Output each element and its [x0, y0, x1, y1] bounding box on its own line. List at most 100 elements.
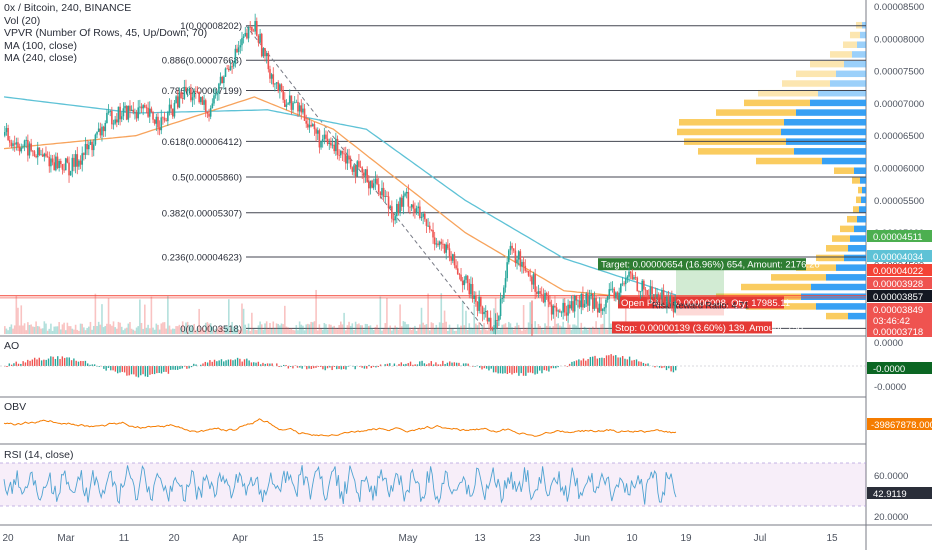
candle-body: [195, 90, 197, 92]
volume-bar: [456, 324, 459, 334]
ao-bar: [47, 358, 50, 366]
ao-bar: [444, 364, 446, 366]
vpvr-up-bar: [784, 119, 866, 126]
candle-body: [55, 156, 57, 171]
ma240-indicator-label[interactable]: MA (240, close): [4, 52, 77, 64]
volume-bar: [66, 322, 69, 334]
fib-level-label: 0.786(0.00007199): [162, 86, 242, 97]
candle-body: [414, 208, 416, 213]
volume-bar: [155, 323, 158, 334]
ao-bar: [647, 363, 649, 366]
volume-bar: [582, 330, 584, 334]
ao-bar: [368, 364, 370, 366]
candle-body: [4, 132, 6, 136]
volume-bar: [506, 327, 508, 334]
ao-bar: [153, 366, 156, 375]
ao-bar: [631, 360, 633, 366]
ao-pane-label[interactable]: AO: [4, 340, 20, 352]
volume-bar: [509, 323, 512, 334]
ao-bar: [172, 366, 174, 370]
fib-retracement: 1(0.00008202) 0.886(0.00007668) 0.786(0.00…: [162, 21, 866, 335]
vpvr-up-bar: [794, 148, 866, 155]
volume-bar: [265, 321, 268, 334]
volume-bar: [374, 326, 377, 334]
ao-bar: [594, 355, 596, 366]
candle-body: [582, 293, 584, 308]
ao-bar: [283, 364, 285, 366]
symbol-title[interactable]: 0x / Bitcoin, 240, BINANCE: [4, 2, 132, 14]
candle-body: [402, 195, 405, 207]
ao-bar: [301, 366, 303, 369]
volume-bar: [433, 328, 436, 334]
volume-bars: [4, 289, 678, 334]
candle-body: [318, 130, 321, 148]
volume-bar: [229, 328, 232, 334]
candle-body: [600, 303, 602, 311]
candle-body: [244, 32, 247, 37]
rsi-pane-label[interactable]: RSI (14, close): [4, 449, 74, 461]
candle-body: [190, 89, 192, 101]
candle-body: [120, 116, 123, 120]
volume-bar: [568, 324, 571, 334]
ao-bar: [527, 366, 529, 373]
candle-body: [219, 76, 222, 84]
volume-bar: [519, 329, 522, 334]
volume-bar: [285, 326, 288, 334]
volume-bar: [241, 303, 243, 334]
volume-bar: [140, 322, 143, 334]
ma100-indicator-label[interactable]: MA (100, close): [4, 39, 77, 52]
ao-bar: [453, 362, 456, 366]
ao-bar: [84, 360, 87, 366]
volume-bar: [534, 321, 536, 334]
vpvr-down-bar: [679, 119, 784, 126]
vpvr-up-bar: [854, 225, 866, 233]
candle-body: [257, 35, 260, 43]
volume-bar: [35, 321, 37, 334]
obv-pane-label[interactable]: OBV: [4, 401, 27, 413]
volume-bar: [524, 329, 527, 334]
ao-bar: [605, 355, 608, 366]
ao-bar: [8, 363, 11, 366]
vpvr-indicator-label[interactable]: VPVR (Number Of Rows, 45, Up/Down, 70): [4, 27, 208, 39]
price-axis-label: 0.00007000: [874, 99, 924, 110]
ao-bar: [635, 359, 638, 366]
volume-bar: [101, 304, 103, 334]
vpvr-up-bar: [859, 206, 866, 213]
ao-bar: [552, 366, 555, 369]
volume-bar: [424, 324, 426, 334]
ao-bar: [269, 363, 271, 366]
candle-body: [145, 107, 148, 109]
volume-bar: [284, 305, 286, 334]
ao-bar: [146, 366, 149, 377]
volume-bar: [139, 299, 141, 334]
volume-bar: [348, 321, 350, 334]
time-axis-label: Jun: [574, 533, 590, 544]
candle-body: [363, 172, 365, 176]
volume-bar: [109, 324, 112, 334]
volume-bar: [279, 325, 281, 334]
ao-bar: [170, 366, 172, 370]
candle-body: [499, 298, 502, 317]
candle-body: [615, 292, 617, 299]
ao-bar: [566, 366, 569, 367]
ao-bar: [20, 363, 22, 366]
ao-bar: [672, 366, 675, 373]
vol-indicator-label[interactable]: Vol (20): [4, 14, 41, 27]
candle-body: [180, 92, 182, 99]
vpvr-up-bar: [830, 80, 866, 87]
volume-bar: [575, 325, 578, 334]
volume-bar: [102, 327, 105, 334]
volume-bar: [588, 327, 591, 334]
candle-body: [206, 111, 209, 114]
candle-body: [127, 105, 130, 120]
ao-bar: [156, 366, 158, 374]
candle-body: [71, 157, 74, 172]
candle-body: [79, 160, 82, 165]
candle-body: [486, 310, 489, 322]
volume-bar: [484, 329, 487, 334]
volume-bar: [256, 330, 258, 334]
candle-body: [33, 151, 36, 156]
volume-bar: [503, 324, 505, 334]
candle-body: [153, 119, 156, 124]
